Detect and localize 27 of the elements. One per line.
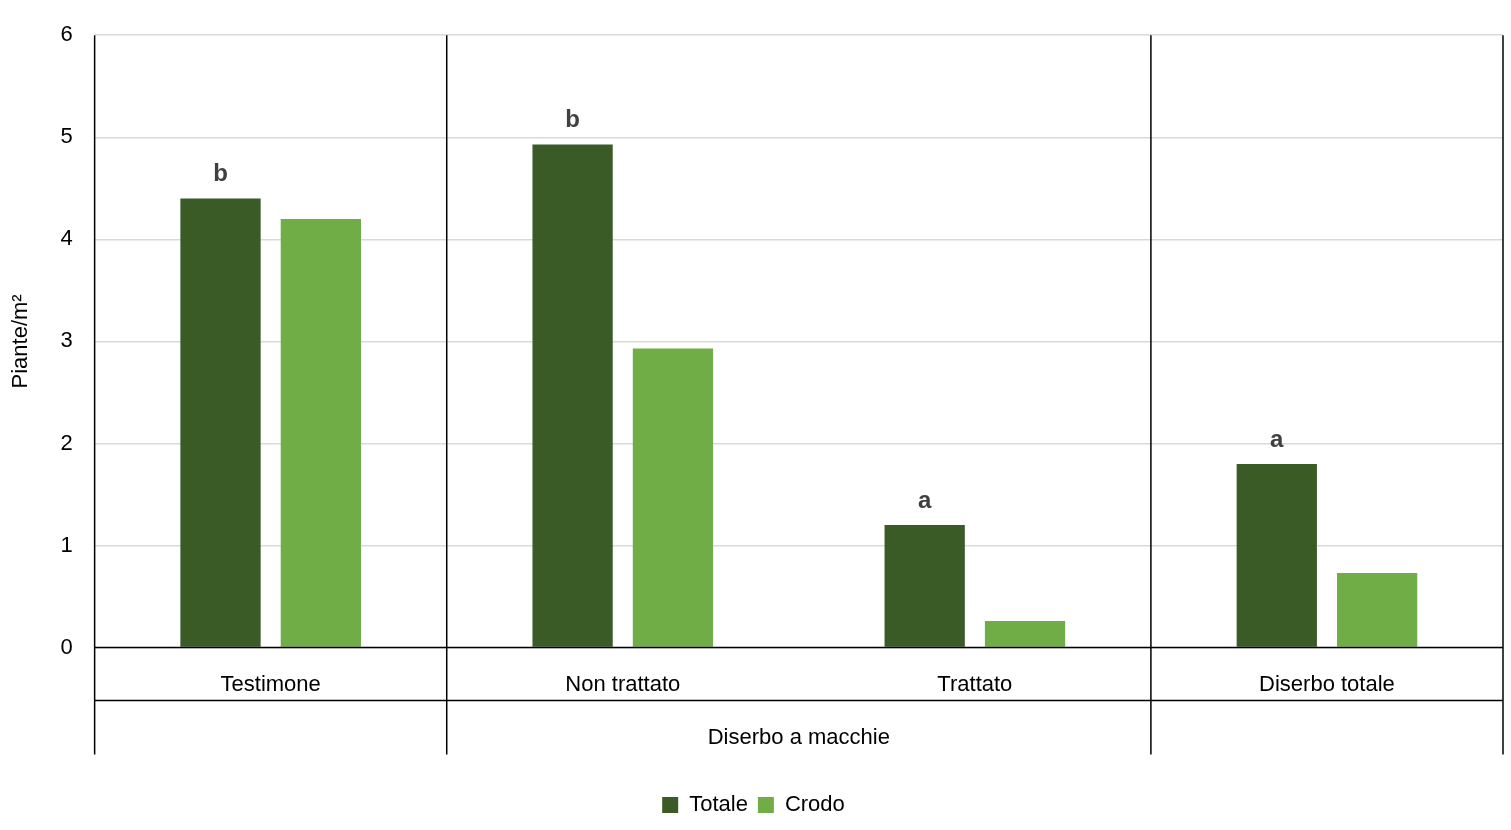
annotation: a [918,485,933,513]
legend-label: Crodo [784,791,845,817]
y-axis-title: Piante/m² [7,294,33,389]
bar [280,218,361,647]
x-tick-label: Diserbo totale [1259,670,1395,696]
text: Diserbo a macchie [707,723,890,749]
x-tick-label: Non trattato [565,670,681,696]
bar [984,621,1066,647]
annotation: b [565,105,580,133]
bar [1336,573,1418,647]
x-tick-label: Testimone [220,670,321,696]
bar [1236,463,1317,647]
bar [532,144,613,647]
bar [884,525,965,647]
y-tick-label: 0 [60,633,73,659]
legend-label: Totale [689,791,748,817]
bar [180,198,261,647]
y-tick-label: 2 [60,429,73,455]
y-tick-label: 6 [60,21,73,47]
y-tick-label: 5 [60,123,73,149]
bar [632,348,714,647]
y-tick-label: 3 [60,327,73,353]
y-tick-label: 4 [60,225,73,251]
y-tick-label: 1 [60,531,73,557]
annotation: b [213,159,228,187]
x-tick-label: Trattato [937,670,1013,696]
annotation: a [1270,424,1285,452]
